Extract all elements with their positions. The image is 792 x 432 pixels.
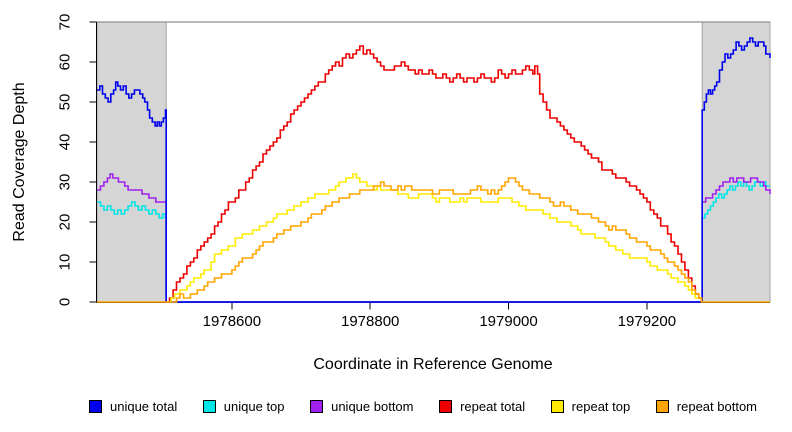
legend-item-repeat-top: repeat top xyxy=(550,399,631,414)
series-unique-total xyxy=(97,37,771,303)
legend-label: unique bottom xyxy=(331,399,414,414)
series-repeat-bottom xyxy=(97,177,770,303)
y-tick-label: 40 xyxy=(56,133,74,151)
legend-label: repeat top xyxy=(571,399,631,414)
legend-item-unique-bottom: unique bottom xyxy=(310,399,414,414)
x-tick-label: 1979200 xyxy=(617,313,677,330)
x-tick-label: 1979000 xyxy=(479,313,538,330)
y-tick-label: 0 xyxy=(56,297,74,307)
legend-swatch-unique-top xyxy=(202,400,216,413)
legend-label: repeat bottom xyxy=(676,399,757,414)
legend-swatch-unique-total xyxy=(89,400,102,413)
y-tick-label: 20 xyxy=(56,213,74,231)
shaded-region-right xyxy=(701,21,771,303)
x-axis-title: Coordinate in Reference Genome xyxy=(313,356,553,373)
legend-item-unique-total: unique total xyxy=(89,399,177,414)
series-repeat-top xyxy=(166,173,703,303)
legend-swatch-repeat-bottom xyxy=(655,400,669,413)
legend-label: repeat total xyxy=(460,399,526,414)
y-tick-label: 30 xyxy=(56,173,74,191)
y-tick-label: 60 xyxy=(56,53,74,71)
legend-label: unique total xyxy=(110,399,178,414)
series-unique-top xyxy=(97,181,770,303)
y-axis-title: Read Coverage Depth xyxy=(11,82,28,242)
legend: unique total unique top unique bottom repea… xyxy=(89,399,757,414)
shaded-region-left xyxy=(96,21,167,303)
legend-label: unique top xyxy=(223,399,285,414)
y-tick-label: 10 xyxy=(56,253,74,271)
legend-item-repeat-bottom: repeat bottom xyxy=(655,399,757,414)
legend-swatch-repeat-total xyxy=(439,400,453,413)
legend-swatch-unique-bottom xyxy=(310,400,324,413)
y-tick-label: 50 xyxy=(56,93,74,111)
legend-item-repeat-total: repeat total xyxy=(439,399,525,414)
x-tick-label: 1978800 xyxy=(341,313,400,330)
legend-swatch-repeat-top xyxy=(550,400,564,413)
legend-item-unique-top: unique top xyxy=(202,399,285,414)
series-repeat-total xyxy=(166,45,703,303)
y-tick-label: 70 xyxy=(56,13,74,31)
x-tick-label: 1978600 xyxy=(202,313,262,330)
